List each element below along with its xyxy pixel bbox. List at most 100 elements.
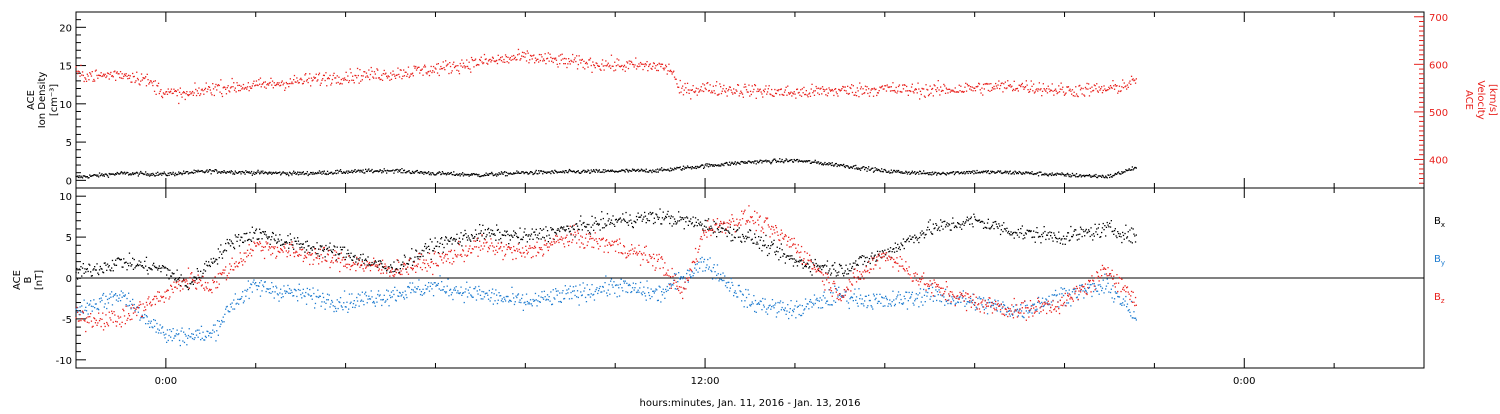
bx-series-point bbox=[895, 243, 896, 244]
by-series-point bbox=[323, 297, 324, 298]
bx-series-point bbox=[1082, 236, 1083, 237]
bx-series-point bbox=[663, 212, 664, 213]
velocity-series-point bbox=[1018, 90, 1019, 91]
velocity-series-point bbox=[452, 64, 453, 65]
velocity-series-point bbox=[532, 58, 533, 59]
velocity-series-point bbox=[375, 73, 376, 74]
by-series-point bbox=[145, 323, 146, 324]
ion-density-series-point bbox=[261, 171, 262, 172]
by-series-point bbox=[780, 300, 781, 301]
bx-series-point bbox=[579, 229, 580, 230]
bx-series-point bbox=[1006, 230, 1007, 231]
velocity-series-point bbox=[512, 59, 513, 60]
by-series-point bbox=[384, 295, 385, 296]
velocity-series-point bbox=[982, 94, 983, 95]
velocity-series-point bbox=[197, 90, 198, 91]
by-series-point bbox=[695, 264, 696, 265]
by-series-point bbox=[541, 291, 542, 292]
x-tick-label: 0:00 bbox=[1233, 376, 1255, 387]
by-series-point bbox=[593, 294, 594, 295]
top-left-tick-label: 5 bbox=[66, 138, 72, 149]
velocity-series-point bbox=[189, 91, 190, 92]
by-series-point bbox=[338, 308, 339, 309]
velocity-series-point bbox=[229, 91, 230, 92]
bx-series-point bbox=[443, 252, 444, 253]
velocity-series-point bbox=[500, 57, 501, 58]
by-series-point bbox=[321, 306, 322, 307]
velocity-series-point bbox=[713, 86, 714, 87]
ion-density-series-point bbox=[705, 164, 706, 165]
ion-density-series-point bbox=[502, 174, 503, 175]
bx-series-point bbox=[917, 239, 918, 240]
bx-series-point bbox=[1020, 228, 1021, 229]
velocity-series-point bbox=[105, 74, 106, 75]
velocity-series-point bbox=[731, 90, 732, 91]
velocity-series-point bbox=[86, 81, 87, 82]
ion-density-series-point bbox=[185, 173, 186, 174]
velocity-series-point bbox=[701, 86, 702, 87]
bx-series-point bbox=[545, 226, 546, 227]
ion-density-series-point bbox=[507, 175, 508, 176]
velocity-series-point bbox=[1095, 88, 1096, 89]
velocity-series-point bbox=[459, 73, 460, 74]
bx-series-point bbox=[292, 244, 293, 245]
velocity-series-point bbox=[103, 74, 104, 75]
velocity-series-point bbox=[627, 62, 628, 63]
bx-series-point bbox=[655, 222, 656, 223]
bx-series-point bbox=[1109, 223, 1110, 224]
bx-series-point bbox=[786, 257, 787, 258]
velocity-series-point bbox=[316, 74, 317, 75]
by-series-point bbox=[270, 293, 271, 294]
bx-series-point bbox=[879, 251, 880, 252]
by-series-point bbox=[269, 292, 270, 293]
bx-series-point bbox=[581, 224, 582, 225]
bx-series-point bbox=[246, 233, 247, 234]
velocity-series-point bbox=[621, 65, 622, 66]
by-series-point bbox=[195, 330, 196, 331]
velocity-series-point bbox=[518, 49, 519, 50]
velocity-series-point bbox=[799, 95, 800, 96]
by-series-point bbox=[283, 296, 284, 297]
ion-density-series-point bbox=[930, 172, 931, 173]
velocity-series-point bbox=[186, 91, 187, 92]
velocity-series-point bbox=[695, 91, 696, 92]
velocity-series-point bbox=[113, 76, 114, 77]
bx-series-point bbox=[509, 235, 510, 236]
by-series-point bbox=[92, 311, 93, 312]
bx-series-point bbox=[669, 223, 670, 224]
bx-series-point bbox=[1017, 235, 1018, 236]
bx-series-point bbox=[745, 236, 746, 237]
velocity-series-point bbox=[87, 74, 88, 75]
bx-series-point bbox=[83, 263, 84, 264]
bx-series-point bbox=[1077, 239, 1078, 240]
bx-series-point bbox=[317, 253, 318, 254]
by-series-point bbox=[566, 289, 567, 290]
by-series-point bbox=[515, 301, 516, 302]
ion-density-series-point bbox=[909, 171, 910, 172]
by-series-point bbox=[431, 282, 432, 283]
bx-series-point bbox=[218, 248, 219, 249]
bx-series-point bbox=[1110, 226, 1111, 227]
velocity-series-point bbox=[85, 79, 86, 80]
ion-density-series-point bbox=[568, 171, 569, 172]
bx-series-point bbox=[300, 243, 301, 244]
bx-series-point bbox=[938, 227, 939, 228]
velocity-series-point bbox=[897, 91, 898, 92]
ion-density-series-point bbox=[287, 172, 288, 173]
ion-density-series-point bbox=[718, 164, 719, 165]
velocity-series-point bbox=[353, 80, 354, 81]
ion-density-series-point bbox=[1107, 177, 1108, 178]
bx-series-point bbox=[529, 239, 530, 240]
by-series-point bbox=[111, 291, 112, 292]
bx-series-point bbox=[541, 238, 542, 239]
velocity-series-point bbox=[395, 78, 396, 79]
bx-series-point bbox=[995, 221, 996, 222]
bx-series-point bbox=[202, 273, 203, 274]
ion-density-series-point bbox=[930, 174, 931, 175]
by-series-point bbox=[431, 288, 432, 289]
bx-series-point bbox=[1112, 231, 1113, 232]
by-series-point bbox=[635, 283, 636, 284]
velocity-series-point bbox=[503, 59, 504, 60]
by-series-point bbox=[591, 293, 592, 294]
bx-series-point bbox=[452, 243, 453, 244]
